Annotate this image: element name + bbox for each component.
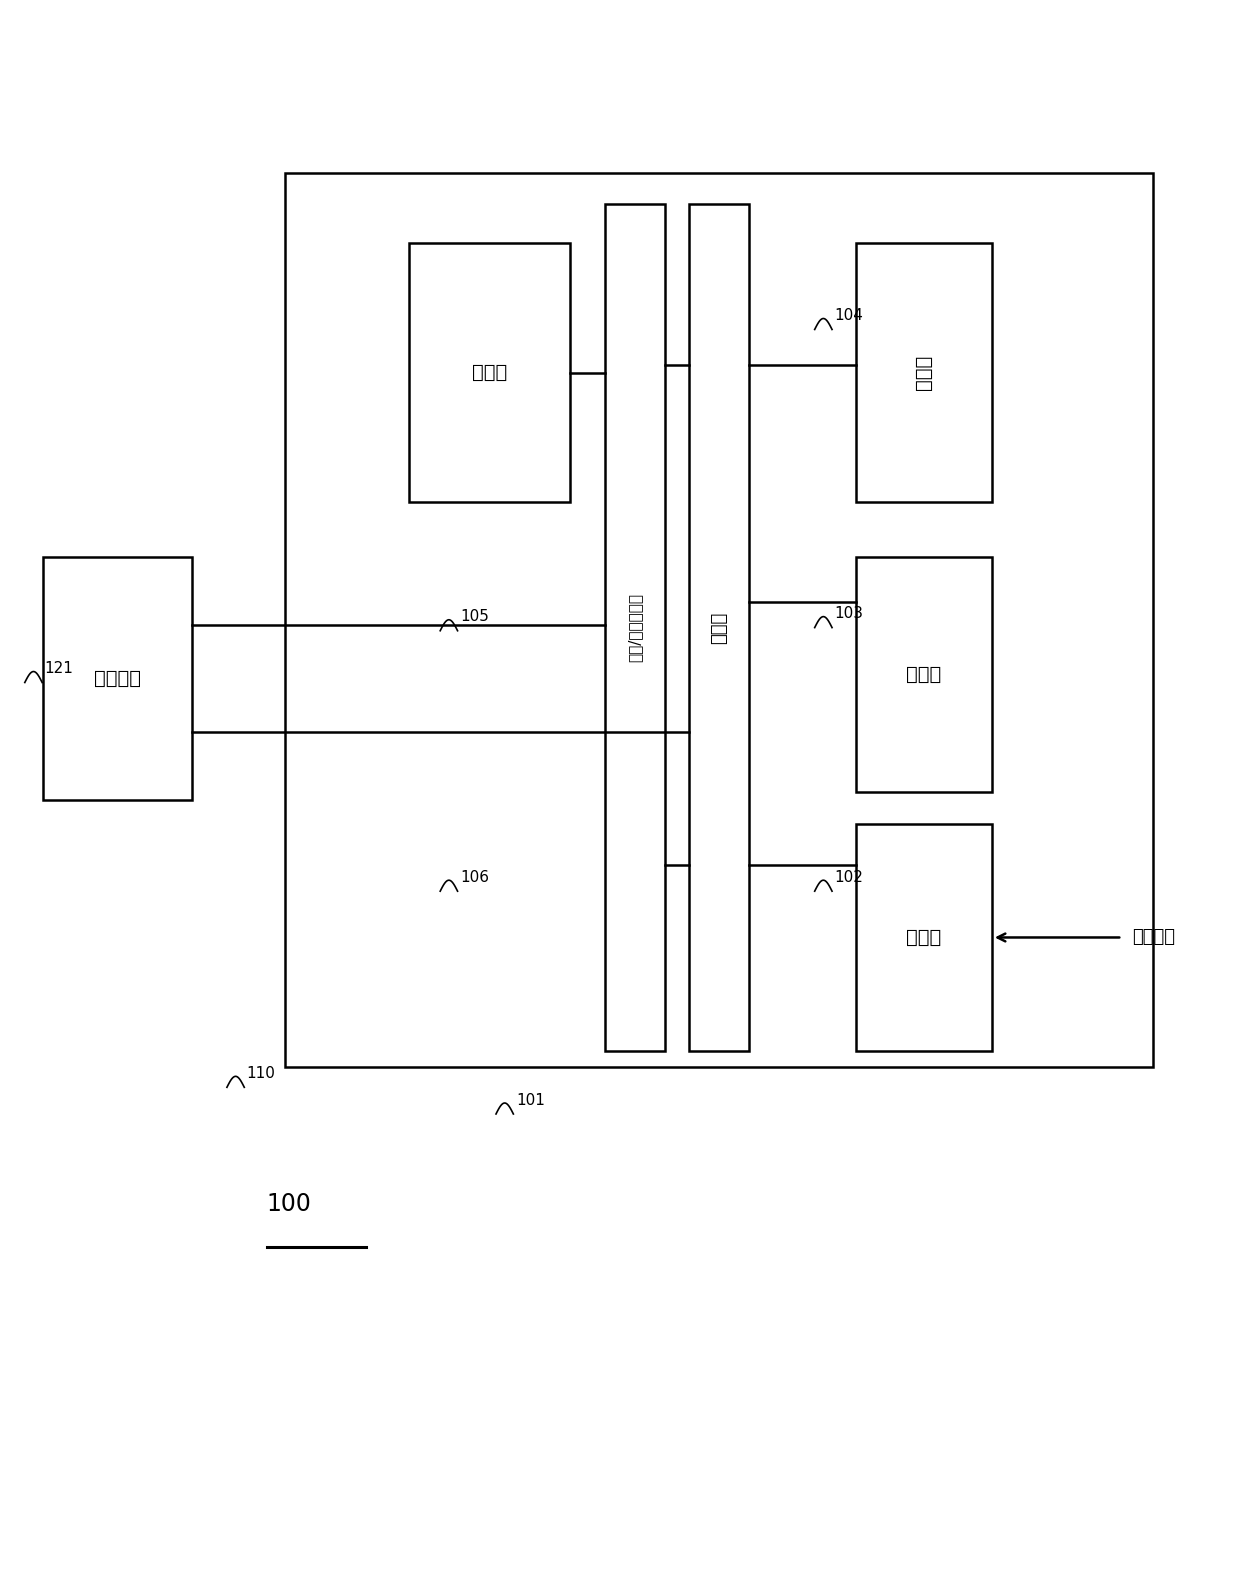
- Text: 104: 104: [835, 308, 863, 323]
- Text: 103: 103: [835, 606, 863, 621]
- Text: 102: 102: [835, 869, 863, 885]
- Text: 打印部: 打印部: [472, 362, 507, 383]
- FancyBboxPatch shape: [856, 557, 992, 792]
- FancyBboxPatch shape: [409, 243, 570, 502]
- FancyBboxPatch shape: [856, 243, 992, 502]
- Text: 101: 101: [516, 1092, 544, 1108]
- FancyBboxPatch shape: [43, 557, 192, 800]
- FancyBboxPatch shape: [689, 204, 749, 1051]
- Text: 106: 106: [460, 869, 489, 885]
- Text: 存储部: 存储部: [906, 665, 941, 684]
- FancyBboxPatch shape: [605, 204, 665, 1051]
- Text: 121: 121: [45, 661, 73, 676]
- Text: 输入键: 输入键: [914, 355, 934, 391]
- Text: 110: 110: [247, 1065, 275, 1081]
- Text: 触摸面板: 触摸面板: [94, 668, 141, 689]
- FancyBboxPatch shape: [285, 173, 1153, 1067]
- Text: 自电极部: 自电极部: [1132, 929, 1176, 946]
- Text: 显示/打印控制部: 显示/打印控制部: [627, 593, 642, 662]
- Text: 100: 100: [267, 1192, 311, 1216]
- Text: 运算部: 运算部: [711, 612, 728, 643]
- Text: 测定部: 测定部: [906, 927, 941, 948]
- Text: 105: 105: [460, 609, 489, 624]
- FancyBboxPatch shape: [856, 824, 992, 1051]
